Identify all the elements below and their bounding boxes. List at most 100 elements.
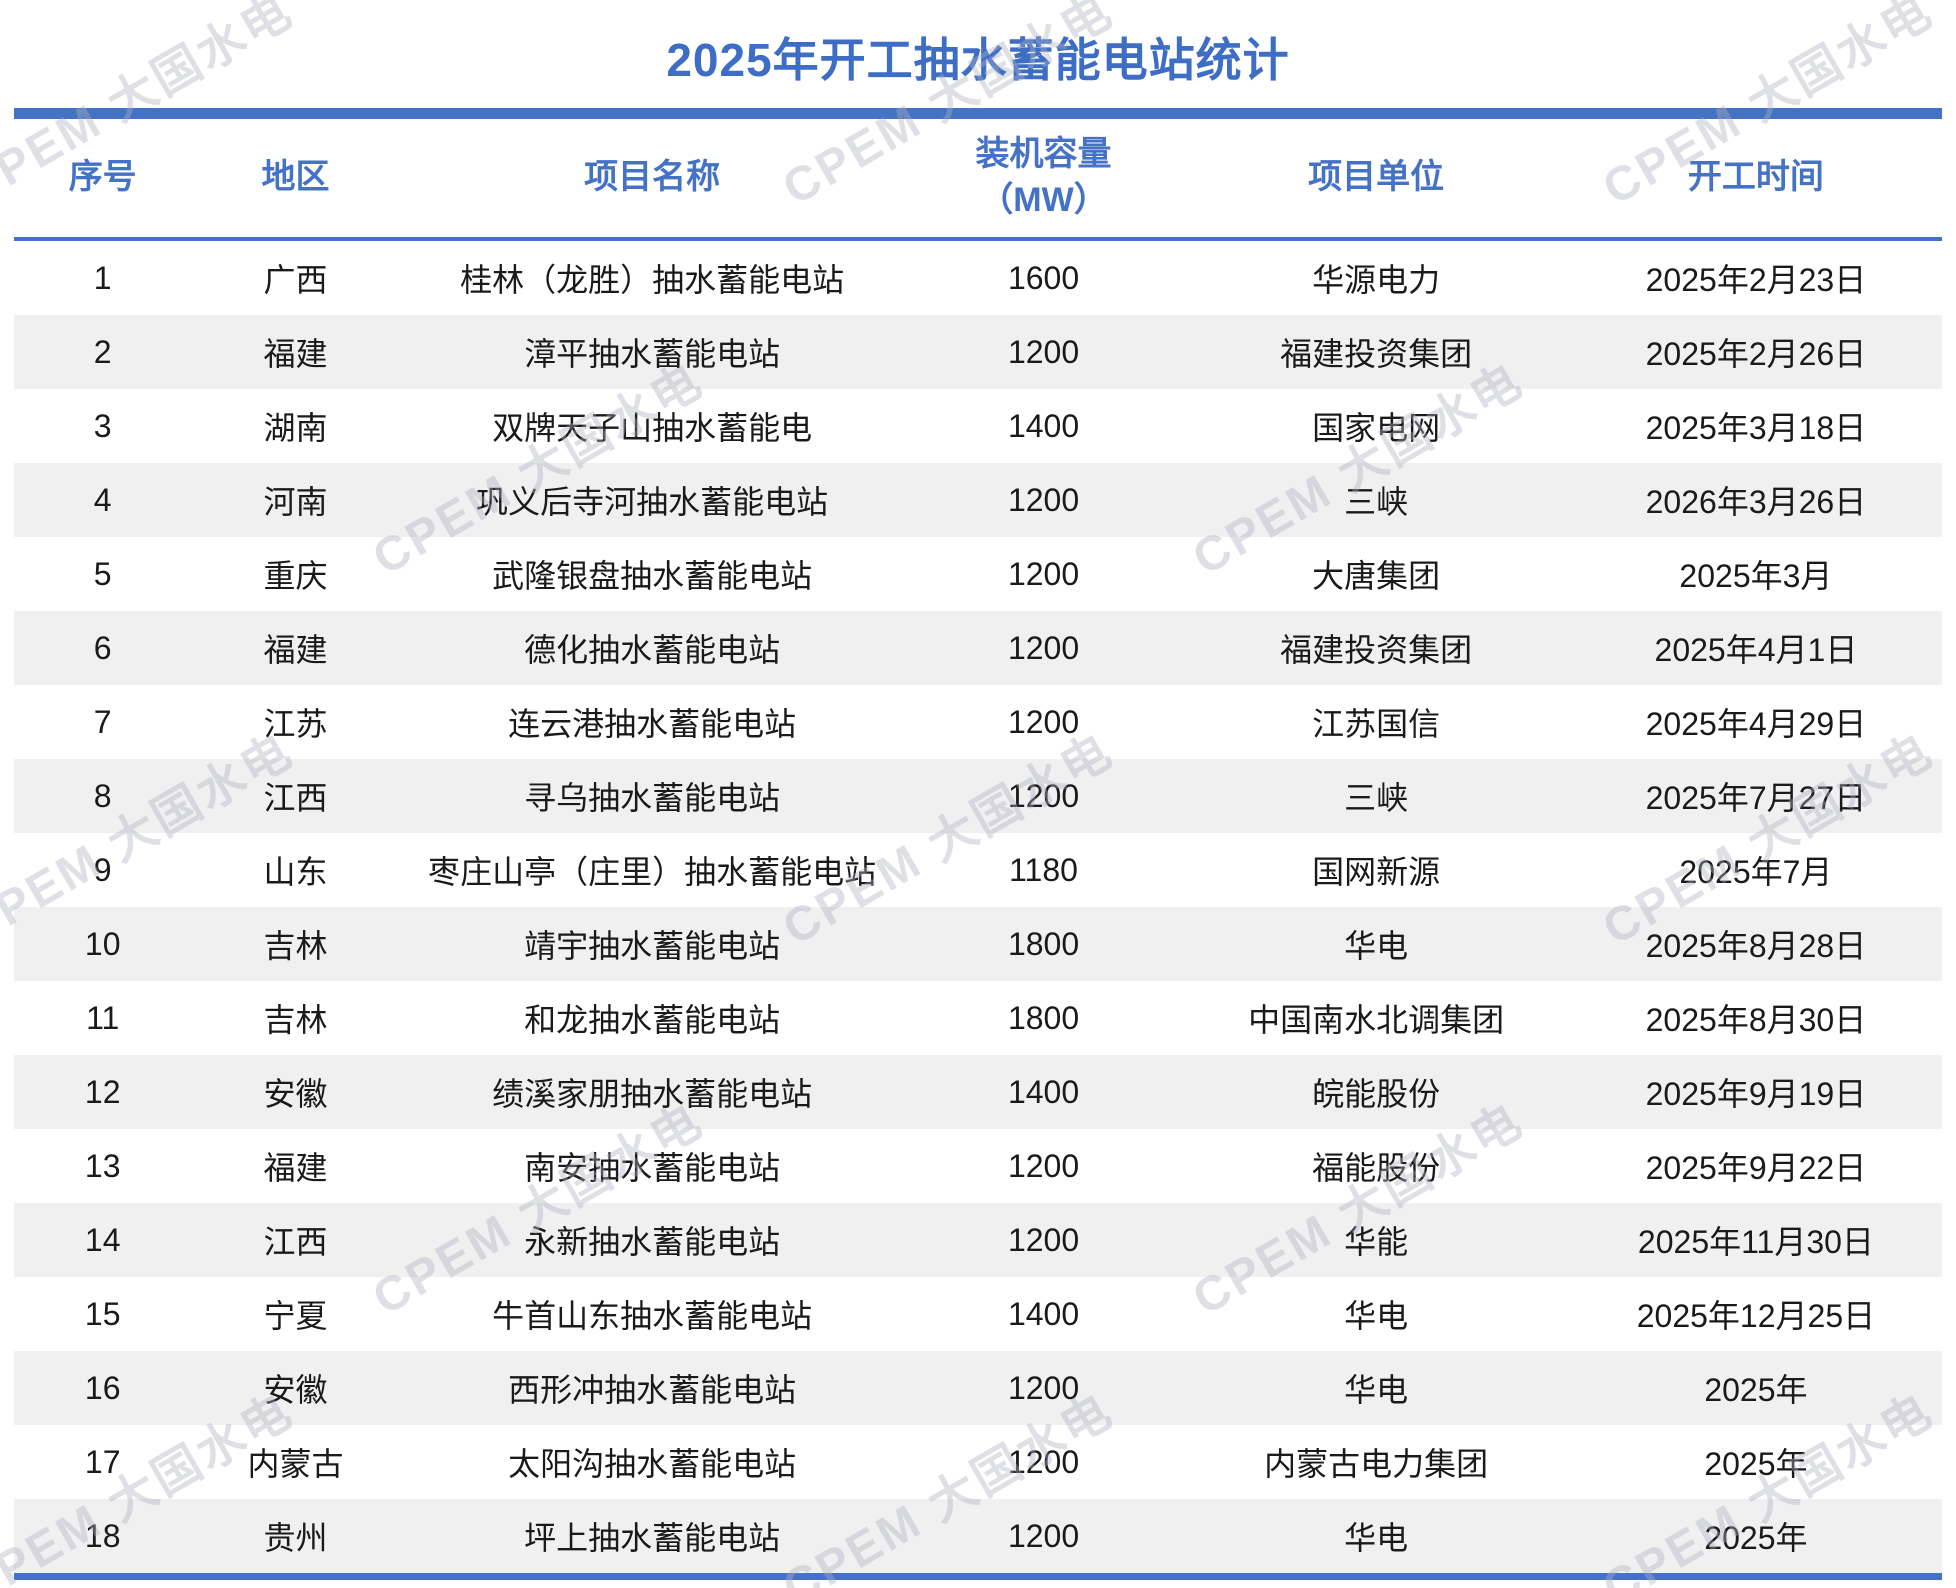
table-row: 11 吉林 和龙抽水蓄能电站 1800 中国南水北调集团 2025年8月30日 xyxy=(14,981,1942,1055)
stats-table: 序号 地区 项目名称 装机容量 （MW） 项目单位 xyxy=(14,119,1942,1580)
cell-unit: 江苏国信 xyxy=(1312,706,1441,742)
cell-project: 和龙抽水蓄能电站 xyxy=(524,1002,781,1038)
cell-project: 西形冲抽水蓄能电站 xyxy=(508,1372,797,1408)
cell-project: 靖宇抽水蓄能电站 xyxy=(524,928,781,964)
cell-region: 吉林 xyxy=(263,928,328,964)
cell-date: 2026年3月26日 xyxy=(1645,484,1867,520)
cell-date: 2025年3月18日 xyxy=(1645,410,1867,446)
cell-unit: 三峡 xyxy=(1344,484,1409,520)
table-row: 18 贵州 坪上抽水蓄能电站 1200 华电 2025年 xyxy=(14,1499,1942,1577)
cell-date: 2025年 xyxy=(1704,1520,1808,1556)
cell-no: 7 xyxy=(93,703,112,740)
cell-no: 5 xyxy=(93,555,112,592)
cell-capacity: 1800 xyxy=(1007,999,1080,1036)
cell-unit: 华电 xyxy=(1344,928,1409,964)
cell-capacity: 1400 xyxy=(1007,1073,1080,1110)
cell-capacity: 1400 xyxy=(1007,407,1080,444)
cell-region: 内蒙古 xyxy=(247,1446,344,1482)
cell-project: 牛首山东抽水蓄能电站 xyxy=(492,1298,813,1334)
cell-no: 2 xyxy=(93,333,112,370)
cell-project: 绩溪家朋抽水蓄能电站 xyxy=(492,1076,813,1112)
cell-unit: 福建投资集团 xyxy=(1280,336,1473,372)
cell-no: 6 xyxy=(93,629,112,666)
cell-region: 贵州 xyxy=(263,1520,328,1556)
cell-date: 2025年12月25日 xyxy=(1636,1298,1876,1334)
cell-project: 漳平抽水蓄能电站 xyxy=(524,336,781,372)
cell-capacity: 1200 xyxy=(1007,333,1080,370)
cell-project: 双牌天子山抽水蓄能电 xyxy=(492,410,813,446)
cell-project: 坪上抽水蓄能电站 xyxy=(524,1520,781,1556)
cell-no: 9 xyxy=(93,851,112,888)
cell-project: 武隆银盘抽水蓄能电站 xyxy=(492,558,813,594)
cell-capacity: 1200 xyxy=(1007,1221,1080,1258)
cell-no: 17 xyxy=(84,1443,121,1480)
table-row: 14 江西 永新抽水蓄能电站 1200 华能 2025年11月30日 xyxy=(14,1203,1942,1277)
cell-date: 2025年4月29日 xyxy=(1645,706,1867,742)
cell-project: 连云港抽水蓄能电站 xyxy=(508,706,797,742)
cell-project: 德化抽水蓄能电站 xyxy=(524,632,781,668)
cell-capacity: 1400 xyxy=(1007,1295,1080,1332)
cell-capacity: 1600 xyxy=(1007,259,1080,296)
cell-region: 江苏 xyxy=(263,706,328,742)
cell-project: 寻乌抽水蓄能电站 xyxy=(524,780,781,816)
cell-unit: 皖能股份 xyxy=(1312,1076,1441,1112)
cell-unit: 华电 xyxy=(1344,1372,1409,1408)
cell-unit: 华能 xyxy=(1344,1224,1409,1260)
cell-region: 福建 xyxy=(263,632,328,668)
table-row: 6 福建 德化抽水蓄能电站 1200 福建投资集团 2025年4月1日 xyxy=(14,611,1942,685)
cell-no: 16 xyxy=(84,1369,121,1406)
col-header-region: 地区 xyxy=(191,119,400,241)
cell-region: 福建 xyxy=(263,336,328,372)
cell-date: 2025年9月19日 xyxy=(1645,1076,1867,1112)
cell-capacity: 1200 xyxy=(1007,1147,1080,1184)
table-row: 8 江西 寻乌抽水蓄能电站 1200 三峡 2025年7月27日 xyxy=(14,759,1942,833)
table-row: 3 湖南 双牌天子山抽水蓄能电 1400 国家电网 2025年3月18日 xyxy=(14,389,1942,463)
cell-no: 8 xyxy=(93,777,112,814)
cell-unit: 三峡 xyxy=(1344,780,1409,816)
col-header-capacity: 装机容量 （MW） xyxy=(904,119,1183,241)
table-body: 1 广西 桂林（龙胜）抽水蓄能电站 1600 华源电力 2025年2月23日 2… xyxy=(14,239,1942,1577)
cell-project: 枣庄山亭（庄里）抽水蓄能电站 xyxy=(428,854,877,890)
col-header-date-label: 开工时间 xyxy=(1687,158,1824,197)
table-row: 1 广西 桂林（龙胜）抽水蓄能电站 1600 华源电力 2025年2月23日 xyxy=(14,239,1942,315)
cell-region: 山东 xyxy=(263,854,328,890)
cell-region: 安徽 xyxy=(263,1076,328,1112)
cell-capacity: 1200 xyxy=(1007,777,1080,814)
col-header-capacity-label: 装机容量 xyxy=(975,135,1112,174)
cell-date: 2025年8月28日 xyxy=(1645,928,1867,964)
cell-no: 11 xyxy=(86,999,120,1036)
table-row: 10 吉林 靖宇抽水蓄能电站 1800 华电 2025年8月28日 xyxy=(14,907,1942,981)
cell-capacity: 1200 xyxy=(1007,481,1080,518)
cell-region: 宁夏 xyxy=(263,1298,328,1334)
col-header-region-label: 地区 xyxy=(261,158,330,197)
table-header: 序号 地区 项目名称 装机容量 （MW） 项目单位 xyxy=(14,119,1942,241)
cell-date: 2025年3月 xyxy=(1679,558,1833,594)
cell-region: 江西 xyxy=(263,1224,328,1260)
title-divider xyxy=(14,108,1942,119)
cell-date: 2025年9月22日 xyxy=(1645,1150,1867,1186)
col-header-unit-label: 项目单位 xyxy=(1308,158,1445,197)
cell-unit: 华电 xyxy=(1344,1520,1409,1556)
cell-date: 2025年2月23日 xyxy=(1645,262,1867,298)
cell-project: 太阳沟抽水蓄能电站 xyxy=(508,1446,797,1482)
page-title: 2025年开工抽水蓄能电站统计 xyxy=(666,34,1290,86)
col-header-no: 序号 xyxy=(14,119,192,241)
cell-unit: 内蒙古电力集团 xyxy=(1264,1446,1489,1482)
table-row: 5 重庆 武隆银盘抽水蓄能电站 1200 大唐集团 2025年3月 xyxy=(14,537,1942,611)
cell-date: 2025年7月27日 xyxy=(1645,780,1867,816)
cell-date: 2025年 xyxy=(1704,1446,1808,1482)
cell-no: 10 xyxy=(84,925,121,962)
cell-no: 4 xyxy=(93,481,112,518)
cell-capacity: 1200 xyxy=(1007,1443,1080,1480)
cell-capacity: 1800 xyxy=(1007,925,1080,962)
cell-date: 2025年7月 xyxy=(1679,854,1833,890)
cell-region: 湖南 xyxy=(263,410,328,446)
cell-date: 2025年8月30日 xyxy=(1645,1002,1867,1038)
cell-no: 13 xyxy=(84,1147,121,1184)
cell-project: 桂林（龙胜）抽水蓄能电站 xyxy=(460,262,845,298)
cell-capacity: 1200 xyxy=(1007,629,1080,666)
col-header-project-label: 项目名称 xyxy=(584,158,721,197)
cell-no: 18 xyxy=(84,1517,121,1554)
col-header-no-label: 序号 xyxy=(68,158,137,197)
col-header-date: 开工时间 xyxy=(1569,119,1942,241)
